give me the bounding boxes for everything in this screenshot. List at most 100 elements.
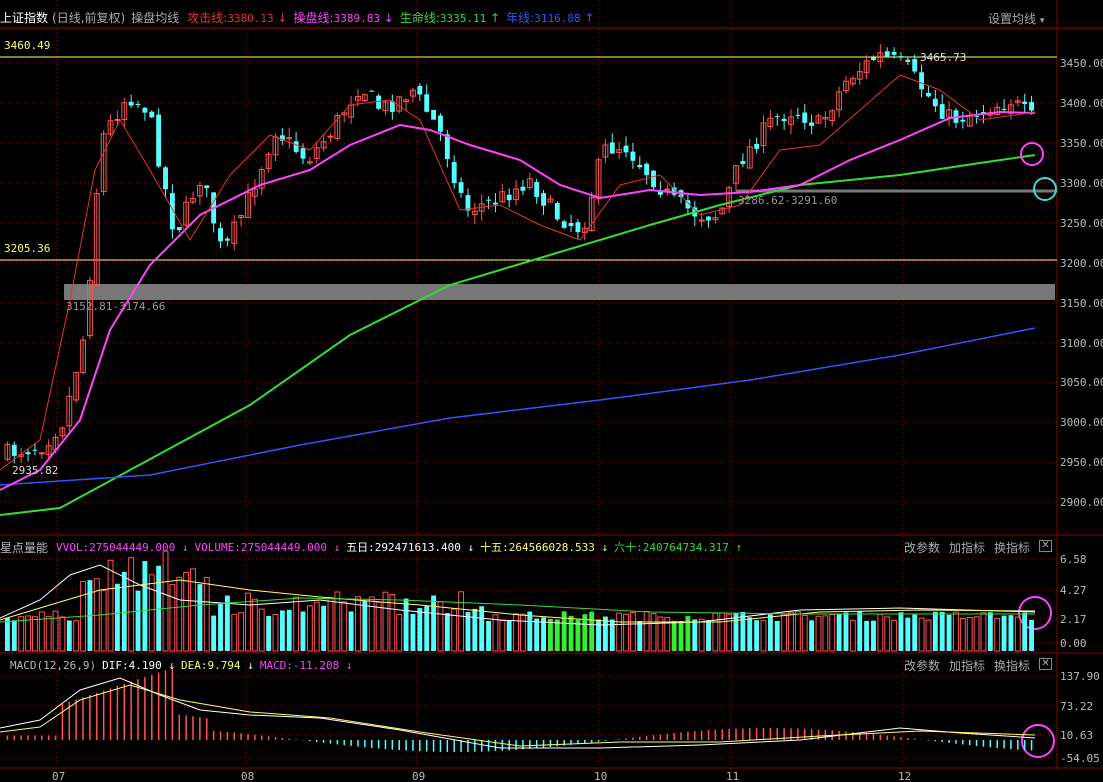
volume-bar <box>506 620 512 651</box>
date-label-07: 07 <box>52 770 66 782</box>
volume-change-params-button[interactable]: 改参数 <box>904 541 941 555</box>
volume-bar <box>884 616 891 652</box>
candle-body <box>25 452 31 455</box>
settings-ma-button[interactable]: 设置均线 ▾ <box>988 12 1045 26</box>
volume-bar <box>925 619 932 652</box>
candle-body <box>1029 102 1034 111</box>
dropdown-arrow-icon: ▾ <box>1039 16 1045 26</box>
volume-bar <box>843 612 849 651</box>
candle-body <box>169 193 175 230</box>
candle-body <box>871 57 876 61</box>
candle-body <box>135 104 141 106</box>
attack-line-label: 攻击线:3380.13 ↓ <box>187 10 288 25</box>
volume-bar <box>444 613 450 651</box>
candle-body <box>231 221 238 244</box>
volume-bar <box>368 596 375 652</box>
volume-bar <box>128 557 135 652</box>
candle-body <box>568 223 574 226</box>
price-tick: 2900.00 <box>1060 496 1103 509</box>
macd-tick: 10.63 <box>1060 729 1094 742</box>
candle-body <box>121 102 128 121</box>
fifteen-day-label: 十五:264566028.533 ↓ <box>480 541 609 554</box>
volume-bar <box>788 611 794 652</box>
candle-body <box>486 199 492 201</box>
date-label-11: 11 <box>726 770 740 782</box>
candle-body <box>719 207 726 215</box>
indicator-name[interactable]: 操盘均线 <box>131 10 180 25</box>
price-axis: 3450.00 3400.00 3350.00 3300.00 3250.00 … <box>1058 0 1103 535</box>
volume-indicator-name[interactable]: 星点量能 <box>0 540 49 555</box>
candle-body <box>547 198 554 203</box>
price-tick: 3250.00 <box>1060 217 1103 230</box>
volume-bar <box>650 613 657 652</box>
candle-body <box>706 216 711 221</box>
volume-bar <box>706 619 711 651</box>
highlight-circle <box>1033 177 1057 201</box>
volume-bar <box>389 593 396 652</box>
candle-body <box>417 85 423 95</box>
candle-body <box>863 60 870 74</box>
volume-bar <box>1001 615 1007 651</box>
macd-switch-indicator-button[interactable]: 换指标 <box>994 659 1031 673</box>
candle-body <box>376 95 382 109</box>
candle-body <box>856 71 863 80</box>
candle-body <box>403 99 410 103</box>
candle-body <box>465 195 471 211</box>
candle-body <box>163 167 168 190</box>
candle-body <box>664 188 671 191</box>
volume-bar <box>231 613 238 652</box>
candle-body <box>637 164 643 168</box>
lower-gap-label: 3152.81-3174.66 <box>66 300 166 313</box>
macd-change-params-button[interactable]: 改参数 <box>904 659 941 673</box>
macd-add-indicator-button[interactable]: 加指标 <box>949 659 986 673</box>
volume-bar <box>575 619 581 651</box>
volume-bar <box>25 615 31 652</box>
candle-body <box>1022 101 1028 105</box>
volume-bar <box>251 598 258 652</box>
volume-bar <box>424 606 430 651</box>
volume-bar <box>616 612 623 652</box>
candle-body <box>149 111 155 118</box>
high-price-line-label: 3460.49 <box>4 39 51 52</box>
date-label-10: 10 <box>594 770 608 782</box>
volume-bar <box>52 610 59 652</box>
candle-body <box>107 120 114 135</box>
volume-bar <box>781 613 788 652</box>
candle-body <box>451 162 457 184</box>
volume-bar <box>987 612 993 651</box>
candle-body <box>616 149 623 154</box>
volume-bar <box>953 611 959 652</box>
volume-bar <box>582 614 588 651</box>
volume-bar <box>156 565 162 651</box>
candle-body <box>630 151 636 161</box>
volume-bar <box>520 613 526 652</box>
volume-bar <box>382 591 389 652</box>
volume-bar <box>375 601 382 652</box>
volume-bar <box>396 614 403 652</box>
volume-bar <box>18 616 25 652</box>
volume-bar <box>657 616 664 652</box>
candle-body <box>602 144 609 158</box>
volume-bar <box>678 620 684 651</box>
sixty-day-label: 六十:240764734.317 ↑ <box>614 541 743 554</box>
volume-bar <box>740 611 746 651</box>
dif-label: DIF:4.190 ↓ <box>102 658 175 672</box>
candle-body <box>981 112 986 114</box>
volume-bar <box>148 574 155 652</box>
volume-add-indicator-button[interactable]: 加指标 <box>949 541 986 555</box>
macd-close-icon[interactable]: ✕ <box>1039 658 1052 670</box>
volume-switch-indicator-button[interactable]: 换指标 <box>994 541 1031 555</box>
candle-body <box>726 187 733 207</box>
candle-body <box>877 52 884 62</box>
macd-indicator-name[interactable]: MACD(12,26,9) <box>10 658 97 672</box>
volume-bar <box>5 617 10 651</box>
volume-bar <box>218 603 223 651</box>
volume-bar <box>162 550 169 652</box>
candle-body <box>746 146 753 169</box>
candle-body <box>11 444 17 456</box>
volume-close-icon[interactable]: ✕ <box>1039 540 1052 552</box>
volume-bar <box>245 592 251 652</box>
candle-body <box>431 109 437 120</box>
volume-ma15 <box>0 579 1036 623</box>
volume-bar <box>671 620 677 651</box>
